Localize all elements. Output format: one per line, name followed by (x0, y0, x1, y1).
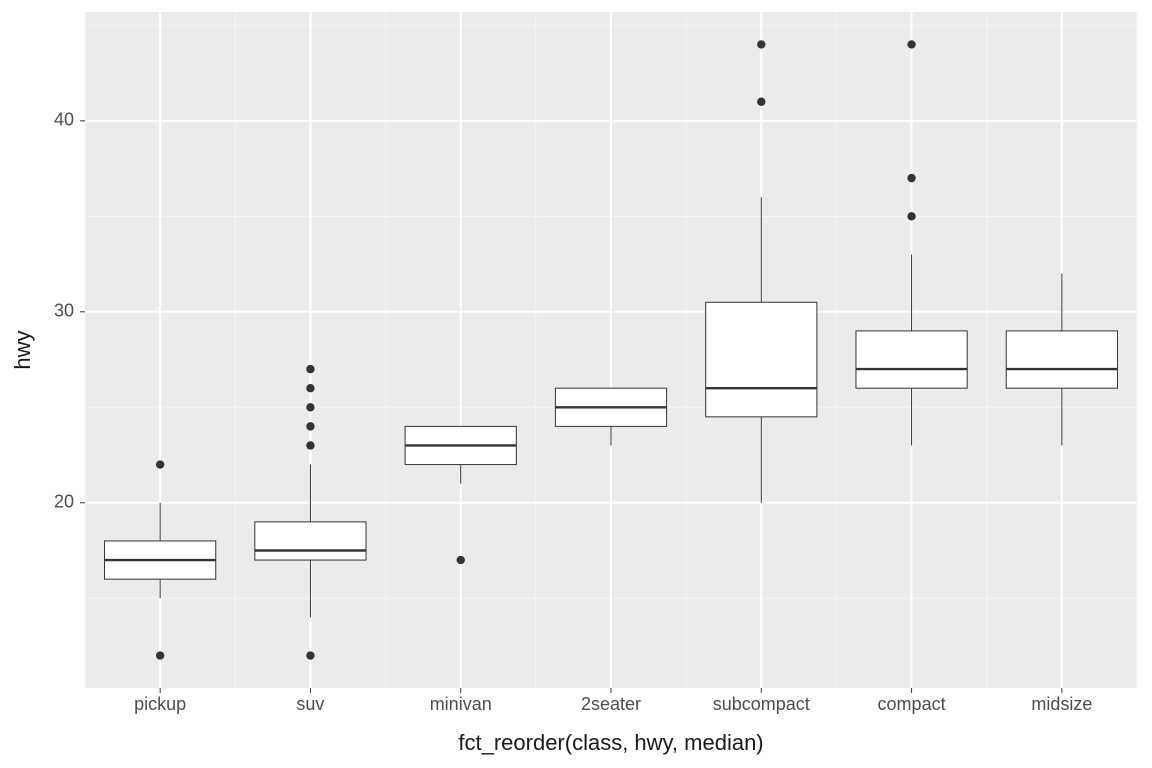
outlier-point (306, 365, 314, 373)
outlier-point (306, 651, 314, 659)
y-tick-label: 20 (54, 492, 74, 512)
x-tick-label: minivan (430, 694, 492, 714)
outlier-point (907, 212, 915, 220)
x-tick-label: subcompact (713, 694, 810, 714)
outlier-point (306, 384, 314, 392)
outlier-point (306, 422, 314, 430)
x-tick-label: compact (878, 694, 946, 714)
y-tick-label: 30 (54, 301, 74, 321)
outlier-point (306, 403, 314, 411)
outlier-point (907, 174, 915, 182)
x-axis-title: fct_reorder(class, hwy, median) (458, 730, 763, 755)
boxplot-chart: 20 30 40 pickup suv minivan 2seater subcompact c… (0, 0, 1152, 768)
outlier-point (757, 40, 765, 48)
x-tick-label: midsize (1031, 694, 1092, 714)
x-tick-label: pickup (134, 694, 186, 714)
outlier-point (156, 651, 164, 659)
y-tick-label: 40 (54, 110, 74, 130)
outlier-point (156, 460, 164, 468)
outlier-point (457, 556, 465, 564)
y-axis-title: hwy (10, 330, 35, 369)
outlier-point (306, 441, 314, 449)
x-tick-label: 2seater (581, 694, 641, 714)
outlier-point (757, 98, 765, 106)
outlier-point (907, 40, 915, 48)
x-tick-label: suv (296, 694, 324, 714)
